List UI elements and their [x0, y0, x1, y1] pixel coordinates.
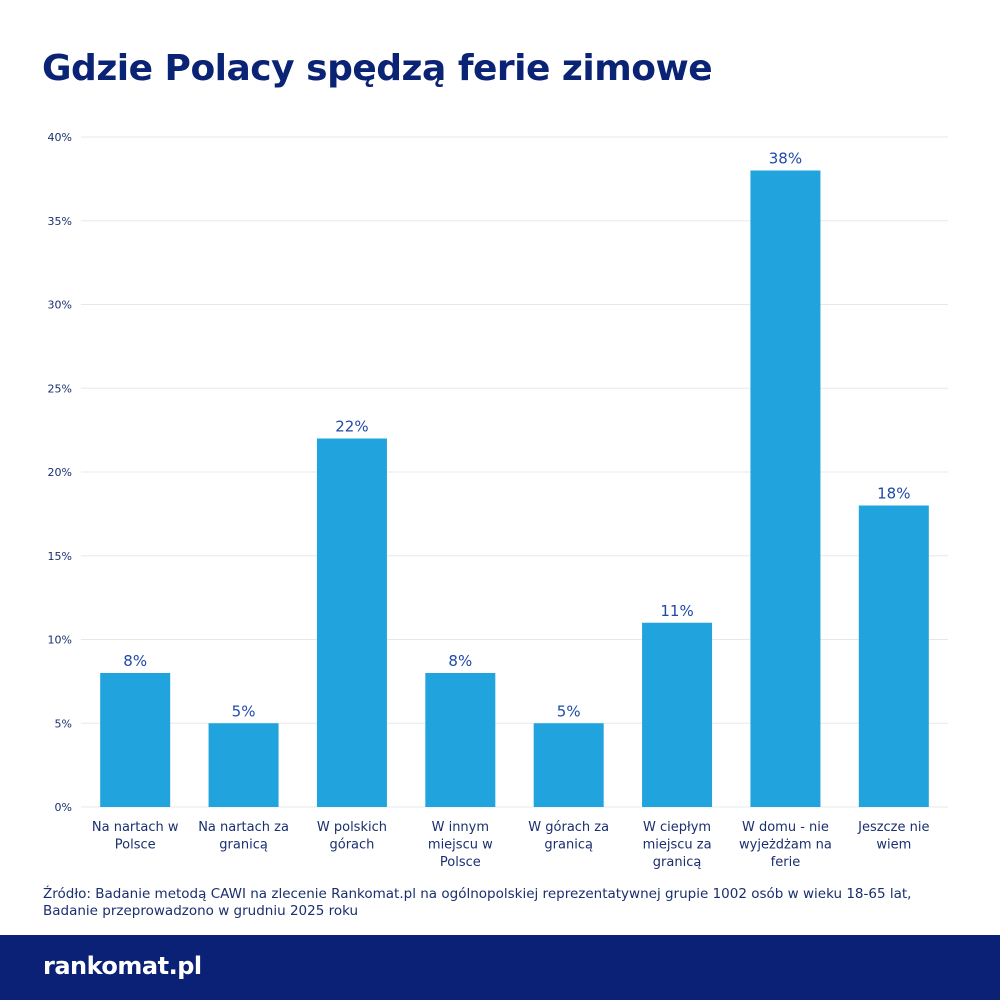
- x-tick-label: górach: [329, 838, 374, 853]
- x-tick-label: wiem: [876, 838, 911, 853]
- data-label: 5%: [557, 702, 581, 720]
- bar: [316, 438, 387, 807]
- y-tick-label: 10%: [48, 634, 72, 647]
- y-tick-label: 0%: [55, 801, 72, 814]
- x-tick-label: Polsce: [440, 855, 481, 870]
- bar: [642, 622, 713, 807]
- source-line: Badanie przeprowadzono w grudniu 2025 ro…: [43, 903, 359, 919]
- y-tick-label: 40%: [48, 131, 72, 144]
- x-tick-label: miejscu w: [428, 838, 493, 853]
- x-tick-label: W górach za: [528, 820, 609, 835]
- data-label: 38%: [769, 150, 802, 168]
- y-tick-label: 5%: [55, 717, 72, 730]
- x-tick-label: W ciepłym: [643, 820, 711, 835]
- bar: [100, 673, 171, 807]
- data-label: 22%: [335, 418, 368, 436]
- bar-chart: 0% 5% 10% 15% 20% 25% 30% 35% 40% 8% Na nartach w P…: [48, 131, 948, 870]
- y-tick-label: 35%: [48, 215, 72, 228]
- y-tick-label: 25%: [48, 382, 72, 395]
- data-label: 8%: [123, 652, 147, 670]
- x-tick-label: granicą: [544, 838, 593, 853]
- data-label: 8%: [448, 652, 472, 670]
- x-tick-label: W polskich: [317, 820, 387, 835]
- x-tick-label: Jeszcze nie: [857, 820, 929, 835]
- data-label: 5%: [232, 702, 256, 720]
- footer-bar: rankomat.pl: [0, 935, 1000, 1000]
- x-tick-label: wyjeżdżam na: [739, 838, 832, 853]
- y-tick-label: 15%: [48, 550, 72, 563]
- bar: [425, 673, 496, 807]
- bar: [750, 170, 821, 807]
- bar: [533, 723, 604, 807]
- rankomat-logo[interactable]: rankomat.pl: [43, 952, 202, 980]
- data-label: 11%: [660, 602, 693, 620]
- x-tick-label: granicą: [219, 838, 268, 853]
- x-tick-label: Polsce: [115, 838, 156, 853]
- x-tick-label: Na nartach za: [198, 820, 289, 835]
- x-tick-label: granicą: [653, 855, 702, 870]
- x-tick-label: miejscu za: [643, 838, 712, 853]
- source-note: Źródło: Badanie metodą CAWI na zlecenie …: [43, 886, 911, 920]
- source-line: Źródło: Badanie metodą CAWI na zlecenie …: [43, 886, 912, 902]
- bar: [208, 723, 279, 807]
- x-tick-label: ferie: [771, 855, 801, 870]
- bar: [858, 505, 929, 807]
- x-tick-label: Na nartach w: [92, 820, 179, 835]
- y-tick-label: 30%: [48, 299, 72, 312]
- y-tick-label: 20%: [48, 466, 72, 479]
- data-label: 18%: [877, 485, 910, 503]
- chart-title: Gdzie Polacy spędzą ferie zimowe: [42, 48, 713, 89]
- x-tick-label: W domu - nie: [742, 820, 829, 835]
- x-tick-label: W innym: [432, 820, 489, 835]
